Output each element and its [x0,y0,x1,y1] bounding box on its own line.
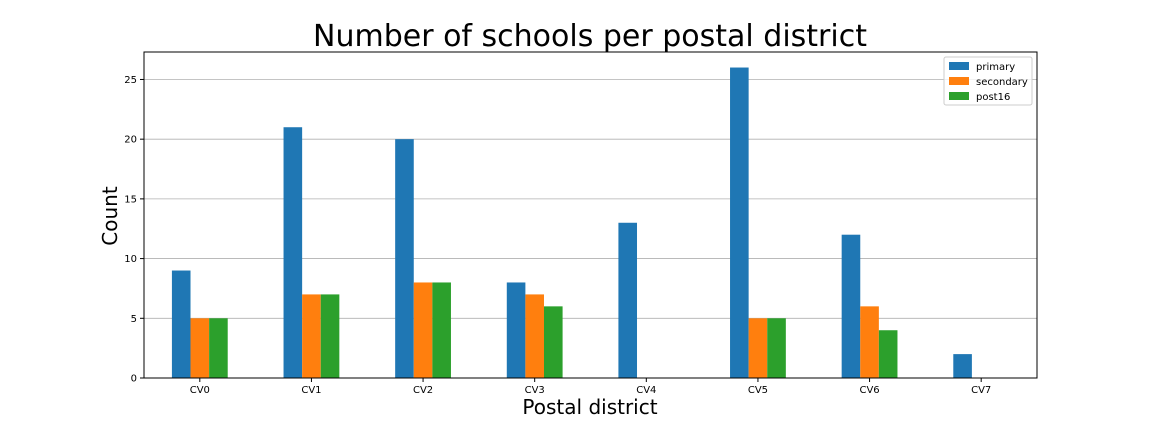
legend-swatch-primary [949,62,969,70]
x-axis-title: Postal district [522,395,657,419]
chart-title: Number of schools per postal district [313,19,867,54]
bar-secondary-CV5 [748,318,768,378]
x-tick-label: CV4 [636,385,656,396]
bar-secondary-CV3 [525,294,544,378]
y-axis-title: Count [98,186,122,246]
bar-post16-CV1 [320,294,340,378]
y-tick-label: 20 [124,135,137,146]
y-tick-label: 0 [131,374,137,385]
legend-swatch-secondary [949,77,969,85]
x-tick-label: CV6 [859,385,879,396]
x-tick-label: CV5 [748,385,768,396]
bar-secondary-CV6 [860,306,879,378]
bar-primary-CV2 [395,139,414,378]
legend-swatch-post16 [949,92,969,100]
bar-secondary-CV2 [413,282,433,378]
gridlines [144,79,1037,379]
y-tick-label: 15 [124,194,137,205]
bar-secondary-CV1 [302,294,321,378]
axis-ticks: 0 5 10 15 20 25 CV0 CV1 CV2 CV3 CV4 CV5 CV6 CV7 [124,75,991,396]
bar-post16-CV5 [767,318,786,378]
x-tick-label: CV7 [971,385,991,396]
x-tick-label: CV3 [525,385,545,396]
bar-primary-CV6 [841,234,861,378]
legend-label-secondary: secondary [976,77,1028,88]
bar-post16-CV0 [209,318,228,378]
plot-frame [143,51,1038,379]
bar-primary-CV1 [283,127,303,378]
bar-primary-CV0 [171,270,191,378]
y-tick-label: 25 [124,75,137,86]
bar-secondary-CV0 [190,318,210,378]
y-tick-label: 10 [124,254,137,265]
x-tick-label: CV0 [190,385,210,396]
legend-label-post16: post16 [976,92,1010,103]
legend: primary secondary post16 [943,56,1033,106]
bar-primary-CV7 [953,354,972,378]
legend-label-primary: primary [976,62,1015,73]
bar-primary-CV5 [730,67,749,379]
bar-primary-CV3 [506,282,526,378]
bar-post16-CV2 [432,282,451,378]
y-tick-label: 5 [131,314,137,325]
bar-primary-CV4 [618,222,638,378]
bar-post16-CV3 [543,306,563,378]
x-tick-label: CV2 [413,385,433,396]
bars [171,67,972,379]
bar-post16-CV6 [878,330,898,378]
x-tick-label: CV1 [301,385,321,396]
